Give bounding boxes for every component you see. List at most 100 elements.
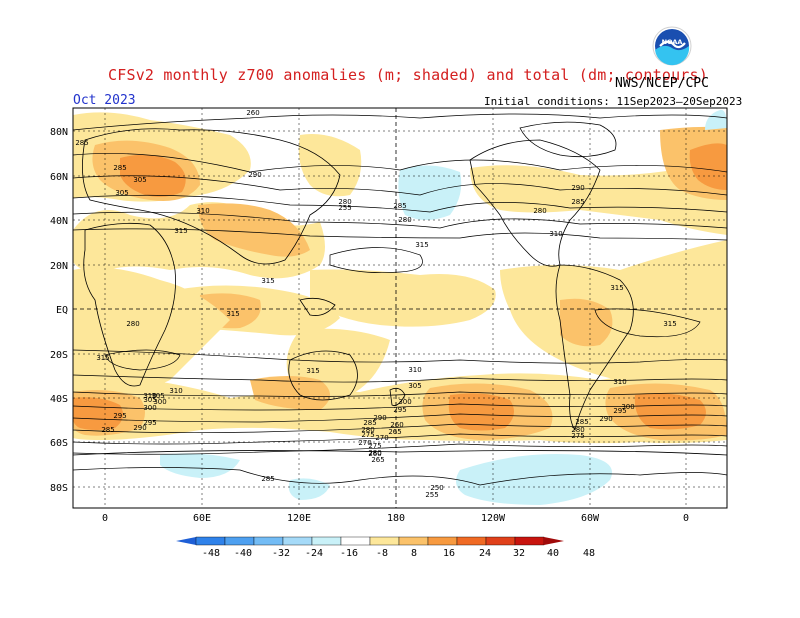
colorbar-label: 40 — [547, 548, 559, 559]
chart-title: CFSv2 monthly z700 anomalies (m; shaded)… — [108, 66, 708, 84]
contour-label: 265 — [388, 428, 401, 436]
contour-label: 305 — [133, 176, 146, 184]
lat-label-5: 20S — [50, 350, 68, 361]
lon-label-6: 0 — [683, 513, 689, 524]
colorbar-segment — [253, 536, 284, 546]
colorbar-label: 48 — [583, 548, 595, 559]
grid-lines — [73, 108, 727, 508]
contour-label: 295 — [393, 406, 406, 414]
forecast-month: Oct 2023 — [73, 93, 136, 108]
lon-label-1: 60E — [193, 513, 211, 524]
contour-label: 285 — [363, 419, 376, 427]
contour-label: 280 — [533, 207, 546, 215]
contour-label: 270 — [358, 439, 371, 447]
contour-label: 290 — [599, 415, 612, 423]
contour-label: 300 — [143, 404, 156, 412]
contour-label: 270 — [375, 434, 388, 442]
contour-label: 280 — [338, 198, 351, 206]
contour-label: 295 — [613, 407, 626, 415]
colorbar-segment — [311, 536, 342, 546]
contour-labels: 2602852852903053053103153153152802953003… — [75, 109, 676, 499]
lat-label-2: 40N — [50, 216, 68, 227]
contour-label: 295 — [143, 419, 156, 427]
lat-label-0: 80N — [50, 127, 68, 138]
colorbar-label: -8 — [376, 548, 388, 559]
colorbar-segment — [282, 536, 313, 546]
initial-conditions: Initial conditions: 11Sep2023–20Sep2023 — [484, 95, 743, 108]
contour-label: 280 — [571, 426, 584, 434]
colorbar-label: -16 — [340, 548, 358, 559]
colorbar-label: 24 — [479, 548, 491, 559]
lat-label-3: 20N — [50, 261, 68, 272]
colorbar-segment — [369, 536, 400, 546]
map-area: 2602852852903053053103153153152802953003… — [73, 108, 727, 508]
colorbar-arrow-left — [176, 537, 196, 545]
contour-label: 285 — [101, 426, 114, 434]
colorbar-label: -48 — [202, 548, 220, 559]
contour-label: 315 — [415, 241, 428, 249]
contour-label: 310 — [169, 387, 182, 395]
contour-label: 290 — [571, 184, 584, 192]
lon-label-2: 120E — [287, 513, 311, 524]
colorbar-segment — [456, 536, 487, 546]
lat-label-8: 80S — [50, 483, 68, 494]
contour-label: 285 — [571, 198, 584, 206]
contour-label: 250 — [430, 484, 443, 492]
contour-label: 290 — [248, 171, 261, 179]
contour-label: 315 — [663, 320, 676, 328]
contour-label: 260 — [368, 450, 381, 458]
contour-label: 315 — [610, 284, 623, 292]
contour-label: 290 — [373, 414, 386, 422]
colorbar-label: 32 — [513, 548, 525, 559]
contour-label: 310 — [613, 378, 626, 386]
lat-label-4: EQ — [56, 305, 68, 316]
contour-label: 300 — [153, 398, 166, 406]
logo-text: NOAA — [662, 38, 683, 46]
contour-label: 285 — [75, 139, 88, 147]
reference-lines — [73, 108, 727, 508]
contour-label: 300 — [621, 403, 634, 411]
contour-label: 280 — [368, 449, 381, 457]
contour-label: 285 — [261, 475, 274, 483]
contour-label: 255 — [425, 491, 438, 499]
contour-label: 295 — [113, 412, 126, 420]
contour-label: 275 — [368, 442, 381, 450]
noaa-logo-icon: NOAA — [652, 26, 692, 66]
colorbar-label: -24 — [305, 548, 323, 559]
colorbar-segment — [427, 536, 458, 546]
colorbar-label: 8 — [411, 548, 417, 559]
lon-label-0: 0 — [102, 513, 108, 524]
contour-label: 275 — [361, 431, 374, 439]
contour-label: 285 — [113, 164, 126, 172]
colorbar: -48 -40 -32 -24 -16 -8 8 16 24 32 40 48 — [176, 536, 595, 559]
lon-label-3: 180 — [387, 513, 405, 524]
colorbar-segment — [398, 536, 429, 546]
contour-label: 285 — [393, 202, 406, 210]
contour-label: 280 — [361, 426, 374, 434]
contour-label: 305 — [408, 382, 421, 390]
colorbar-arrow-right — [544, 537, 564, 545]
contour-label: 310 — [196, 207, 209, 215]
lon-label-5: 60W — [581, 513, 600, 524]
contour-label: 285 — [575, 418, 588, 426]
lat-label-6: 40S — [50, 394, 68, 405]
contour-label: 315 — [261, 277, 274, 285]
contour-label: 310 — [408, 366, 421, 374]
contour-label: 260 — [246, 109, 259, 117]
colorbar-label: 16 — [443, 548, 455, 559]
contour-label: 305 — [115, 189, 128, 197]
contour-label: 305 — [151, 392, 164, 400]
contour-label: 310 — [549, 230, 562, 238]
agency-label: NWS/NCEP/CPC — [615, 76, 709, 91]
contour-label: 265 — [371, 456, 384, 464]
colorbar-segment — [514, 536, 545, 546]
map-frame — [72, 107, 728, 509]
colorbar-segment — [340, 536, 371, 546]
lat-label-7: 60S — [50, 438, 68, 449]
contour-label: 315 — [306, 367, 319, 375]
contour-label: 315 — [226, 310, 239, 318]
colorbar-segment — [224, 536, 255, 546]
contour-label: 310 — [143, 392, 156, 400]
colorbar-segment — [485, 536, 516, 546]
